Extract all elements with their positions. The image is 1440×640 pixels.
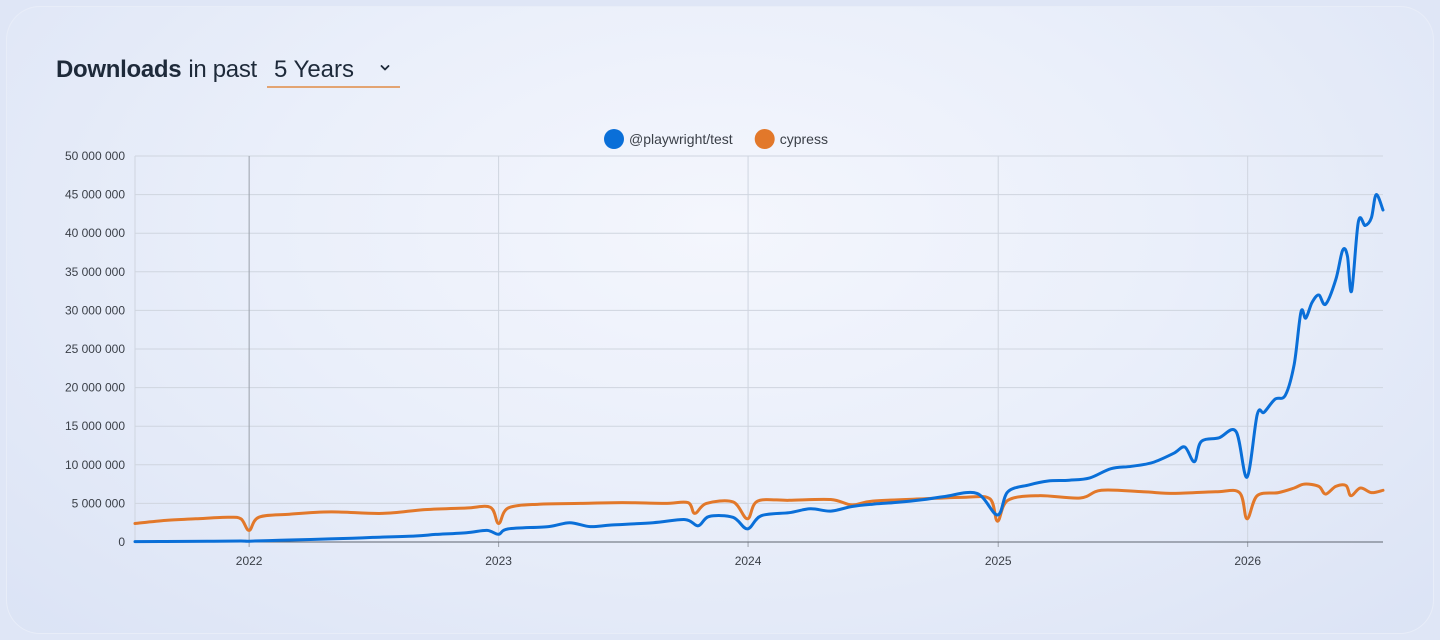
chart-card	[6, 6, 1434, 634]
y-tick-label: 5 000 000	[72, 496, 126, 510]
x-tick-label: 2024	[735, 554, 762, 568]
y-tick-label: 10 000 000	[65, 458, 125, 472]
legend-swatch	[604, 129, 624, 149]
header-title: Downloads	[56, 56, 182, 83]
legend-swatch	[754, 129, 775, 149]
y-tick-label: 20 000 000	[65, 381, 125, 395]
downloads-header: Downloads in past 5 Years	[56, 50, 400, 90]
y-tick-label: 45 000 000	[65, 188, 125, 202]
y-tick-label: 40 000 000	[65, 226, 125, 240]
y-tick-label: 15 000 000	[65, 419, 125, 433]
series-line-cypress	[133, 482, 1385, 532]
legend-label: cypress	[780, 131, 828, 147]
x-tick-label: 2026	[1234, 554, 1261, 568]
period-select[interactable]: 5 Years	[266, 52, 400, 88]
series-line-playwright-test	[133, 193, 1385, 544]
x-tick-label: 2022	[236, 554, 263, 568]
y-tick-label: 50 000 000	[65, 149, 125, 163]
y-tick-label: 25 000 000	[65, 342, 125, 356]
x-tick-label: 2025	[985, 554, 1012, 568]
x-tick-label: 2023	[485, 554, 512, 568]
y-tick-label: 35 000 000	[65, 265, 125, 279]
legend-label: @playwright/test	[629, 131, 733, 147]
y-tick-label: 30 000 000	[65, 303, 125, 317]
chevron-down-icon	[380, 65, 390, 71]
y-tick-label: 0	[118, 535, 125, 549]
header-subtitle: in past	[188, 56, 257, 83]
period-select-value: 5 Years	[273, 56, 355, 83]
